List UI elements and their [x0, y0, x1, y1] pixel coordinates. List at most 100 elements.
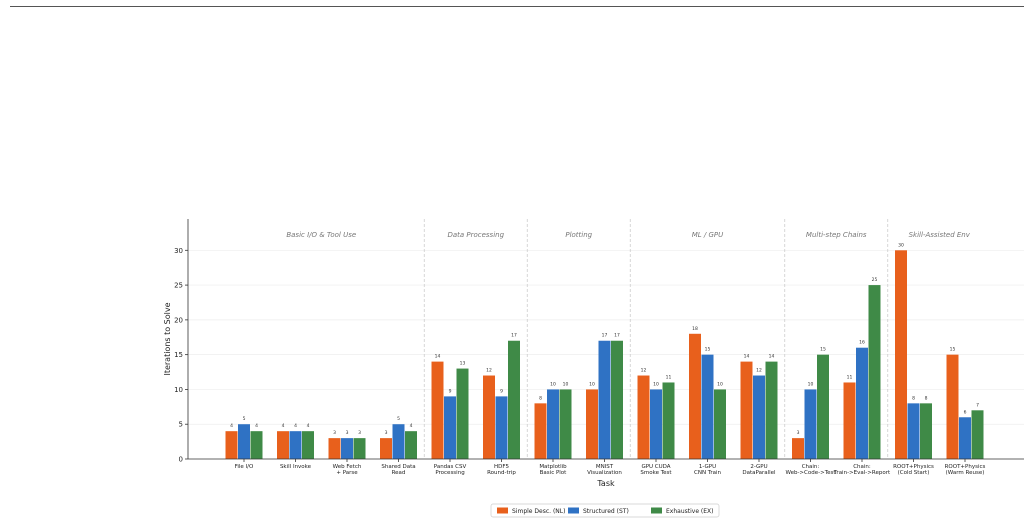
bar-value-label: 10 [563, 381, 569, 387]
bar [662, 382, 675, 459]
bar [483, 375, 495, 459]
group-label: Data Processing [447, 231, 504, 239]
bar-value-label: 10 [808, 381, 814, 387]
bar-value-label: 6 [964, 409, 967, 415]
bar-value-label: 4 [294, 423, 297, 429]
bar-value-label: 4 [410, 423, 413, 429]
bar [456, 368, 469, 459]
bar-value-label: 3 [385, 430, 388, 436]
bar-value-label: 3 [797, 430, 800, 436]
bar-value-label: 4 [282, 423, 285, 429]
x-tick-label: 1-GPU CNN Train [694, 464, 722, 476]
bar [959, 417, 971, 459]
bar [753, 375, 765, 459]
legend-swatch [568, 507, 579, 514]
legend-label: Simple Desc. (NL) [512, 508, 565, 515]
bar [650, 389, 662, 459]
bar [277, 431, 289, 459]
bar [920, 403, 932, 459]
x-tick-label: Pandas CSV Processing [434, 464, 467, 476]
x-tick-label: HDF5 Round-trip [487, 464, 516, 476]
bar-value-label: 12 [641, 368, 647, 374]
group-label: Skill-Assisted Env [909, 231, 971, 239]
y-tick-label: 10 [174, 386, 183, 394]
bar [895, 250, 907, 459]
bar-value-label: 15 [950, 347, 956, 353]
x-tick-label: Shared Data Read [381, 464, 415, 476]
bar [328, 438, 341, 459]
bar-value-label: 18 [692, 326, 698, 332]
x-tick-label: MNIST Visualization [587, 464, 622, 476]
legend-swatch [497, 507, 508, 514]
bar-value-label: 9 [500, 388, 503, 394]
bar [547, 389, 559, 459]
bar-value-label: 11 [666, 374, 672, 380]
bar [302, 431, 314, 459]
bar [701, 354, 714, 459]
bar [508, 340, 520, 459]
bar [405, 431, 417, 459]
bar [714, 389, 726, 459]
bar-value-label: 25 [872, 277, 878, 283]
bar-value-label: 8 [912, 395, 915, 401]
bar [534, 403, 547, 459]
bar [353, 438, 366, 459]
bar [289, 431, 302, 459]
bar [431, 361, 444, 459]
bar [559, 389, 572, 459]
legend-label: Structured (ST) [583, 508, 629, 515]
legend-label: Exhaustive (EX) [666, 508, 714, 515]
bar-value-label: 12 [486, 368, 492, 374]
bar [689, 333, 701, 459]
bar-value-label: 13 [460, 361, 466, 367]
x-tick-label: Web Fetch + Parse [333, 464, 362, 476]
bar-value-label: 10 [550, 381, 556, 387]
bar-value-label: 3 [333, 430, 336, 436]
x-tick-label: Skill Invoke [280, 464, 312, 470]
bar [856, 347, 868, 459]
bar-value-label: 4 [307, 423, 310, 429]
bar-value-label: 10 [653, 381, 659, 387]
x-tick-label: File I/O [235, 464, 254, 470]
bar [843, 382, 856, 459]
bar-value-label: 9 [449, 388, 452, 394]
bar [380, 438, 392, 459]
bar-value-label: 7 [976, 402, 979, 408]
y-tick-label: 30 [174, 247, 183, 255]
bar [238, 424, 250, 459]
bar-value-label: 8 [539, 395, 542, 401]
group-label: Basic I/O & Tool Use [286, 231, 356, 239]
y-tick-label: 15 [174, 351, 183, 359]
y-tick-label: 5 [179, 421, 183, 429]
bar-value-label: 14 [744, 354, 750, 360]
bar-value-label: 4 [255, 423, 258, 429]
bar [792, 438, 804, 459]
group-label: ML / GPU [692, 231, 724, 239]
bar [868, 285, 881, 459]
y-tick-label: 25 [174, 282, 183, 290]
legend-swatch [651, 507, 662, 514]
bar [971, 410, 984, 459]
bar [225, 431, 238, 459]
bar [765, 361, 778, 459]
group-label: Plotting [565, 231, 592, 239]
bar [495, 396, 508, 459]
bar [598, 340, 611, 459]
bar-value-label: 17 [602, 333, 608, 339]
bar-value-label: 8 [925, 395, 928, 401]
bar [392, 424, 405, 459]
x-tick-label: Chain: Web->Code->Test [785, 464, 836, 476]
bar-value-label: 14 [769, 354, 775, 360]
bar-value-label: 10 [717, 381, 723, 387]
bar-value-label: 3 [346, 430, 349, 436]
bar [444, 396, 456, 459]
bar-value-label: 12 [756, 368, 762, 374]
x-axis-title: Task [596, 479, 615, 488]
x-tick-label: Matplotlib Basic Plot [539, 464, 567, 476]
y-tick-label: 0 [179, 456, 183, 464]
x-tick-label: GPU CUDA Smoke Test [640, 464, 672, 476]
bar-value-label: 15 [705, 347, 711, 353]
bar [250, 431, 263, 459]
bar-value-label: 17 [614, 333, 620, 339]
bar-value-label: 16 [859, 340, 865, 346]
